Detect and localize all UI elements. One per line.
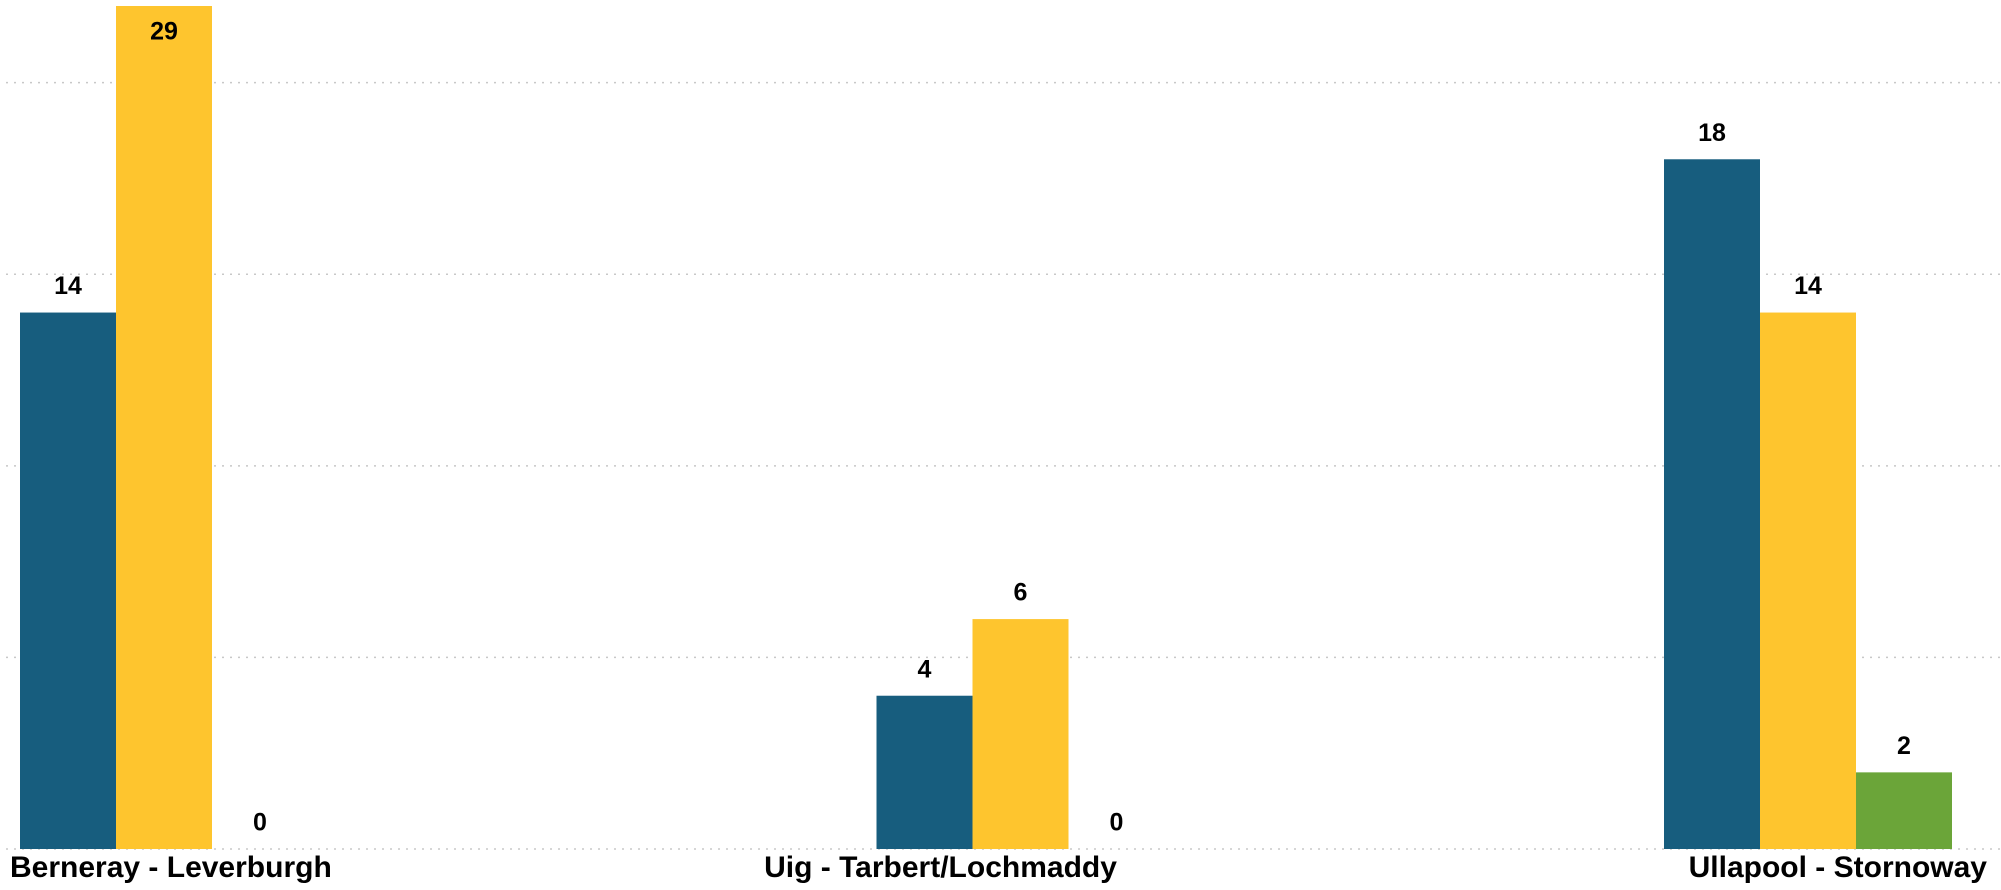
category-label: Berneray - Leverburgh bbox=[10, 851, 332, 884]
value-label: 6 bbox=[1014, 579, 1028, 607]
value-label: 14 bbox=[1794, 272, 1822, 300]
bar bbox=[116, 6, 212, 849]
value-label: 29 bbox=[150, 18, 178, 46]
value-label: 18 bbox=[1698, 119, 1726, 147]
category-label: Uig - Tarbert/Lochmaddy bbox=[764, 851, 1117, 884]
category-label: Ullapool - Stornoway bbox=[1689, 851, 1988, 884]
bar bbox=[972, 619, 1069, 849]
bar bbox=[1664, 159, 1760, 850]
bar bbox=[876, 695, 973, 849]
value-label: 14 bbox=[54, 272, 82, 300]
bar bbox=[1856, 772, 1952, 849]
value-label: 0 bbox=[1110, 809, 1124, 837]
value-label: 2 bbox=[1897, 732, 1911, 760]
bar bbox=[20, 312, 116, 850]
value-label: 0 bbox=[253, 809, 267, 837]
bar bbox=[1760, 312, 1856, 850]
value-label: 4 bbox=[918, 655, 932, 683]
